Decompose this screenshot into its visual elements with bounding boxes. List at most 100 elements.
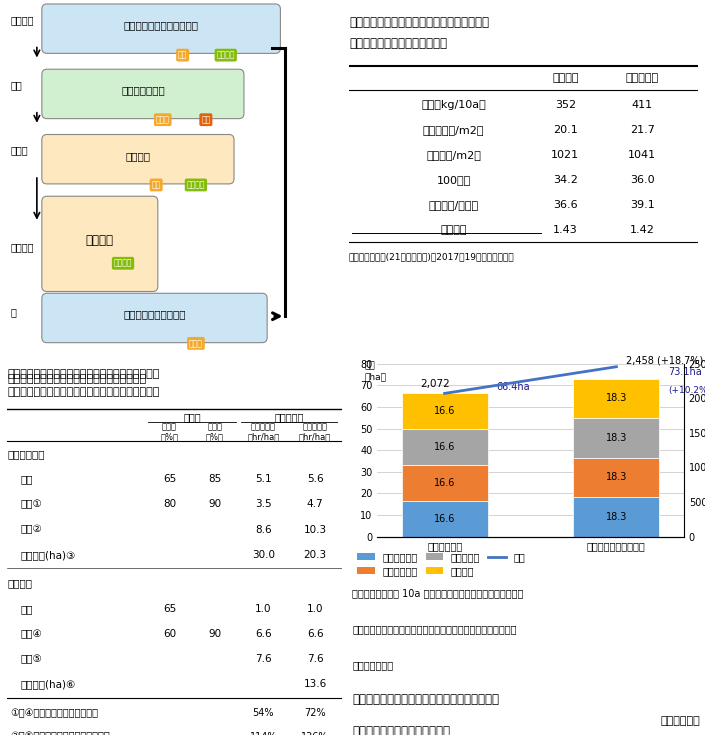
Text: 表２　前年整地および高低差マップを導入した作業: 表２ 前年整地および高低差マップを導入した作業 <box>7 369 159 379</box>
Bar <box>573 418 659 457</box>
Text: 4.7: 4.7 <box>307 499 324 509</box>
Text: 移植水稲: 移植水稲 <box>11 15 34 25</box>
Text: 収量および収量構成要素: 収量および収量構成要素 <box>349 37 447 51</box>
Text: 無代かき後栽培: 無代かき後栽培 <box>121 85 165 96</box>
Bar <box>402 393 488 429</box>
Text: 65: 65 <box>163 474 176 484</box>
Text: 18.3: 18.3 <box>606 512 627 522</box>
Text: 5.1: 5.1 <box>255 474 271 484</box>
Text: 6.6: 6.6 <box>255 629 271 639</box>
Text: 1.42: 1.42 <box>630 225 654 234</box>
Text: 36.0: 36.0 <box>630 175 654 184</box>
Text: 411: 411 <box>632 99 653 110</box>
Text: 総作業時間: 総作業時間 <box>274 412 304 422</box>
Text: 8.6: 8.6 <box>255 525 271 534</box>
Text: 個体数（数/m2）: 個体数（数/m2） <box>423 124 484 135</box>
Text: 注）実証経営体の 10a あたり生産費及び労働時間に基づき推: 注）実証経営体の 10a あたり生産費及び労働時間に基づき推 <box>352 589 524 598</box>
Text: 図２　要素技術の導入による４年４作水田輪作: 図２ 要素技術の導入による４年４作水田輪作 <box>352 693 500 706</box>
Text: 16.6: 16.6 <box>434 478 455 488</box>
Text: 超コスト: 超コスト <box>216 51 235 60</box>
Text: ②／⑤（一年間の整地作業時間比）: ②／⑤（一年間の整地作業時間比） <box>11 731 110 735</box>
Text: 10.3: 10.3 <box>304 525 326 534</box>
Text: 16.6: 16.6 <box>434 514 455 523</box>
FancyBboxPatch shape <box>42 4 281 54</box>
Text: 3.5: 3.5 <box>255 499 271 509</box>
Legend: 移植水稲面積, 乾直水稲面積, 秋小麦面積, 大豆面積, 所得: 移植水稲面積, 乾直水稲面積, 秋小麦面積, 大豆面積, 所得 <box>357 552 525 576</box>
Text: 体系と慣行体系の作業時間・負担面積の比較: 体系と慣行体系の作業時間・負担面積の比較 <box>7 387 159 398</box>
Text: (+10.2%): (+10.2%) <box>668 386 705 395</box>
Text: 表１　無代かき・代かき水稲栽培後の大豆の: 表１ 無代かき・代かき水稲栽培後の大豆の <box>349 16 489 29</box>
Text: 34.2: 34.2 <box>553 175 578 184</box>
Text: 136%: 136% <box>301 731 329 735</box>
Text: 面積
（ha）: 面積 （ha） <box>364 362 386 381</box>
Text: 均平度: 均平度 <box>183 412 201 422</box>
Text: 前年整地体系: 前年整地体系 <box>7 449 44 459</box>
Text: 2,458 (+18.7%): 2,458 (+18.7%) <box>625 355 703 365</box>
Text: 18.3: 18.3 <box>606 433 627 442</box>
Text: 114%: 114% <box>250 731 277 735</box>
Text: ①／④（春の整地作業時間比）: ①／④（春の整地作業時間比） <box>11 709 99 718</box>
Text: 無代かき後: 無代かき後 <box>625 73 658 83</box>
Text: 16.6: 16.6 <box>434 442 455 452</box>
Text: 13.6: 13.6 <box>304 679 326 689</box>
Text: 大豆: 大豆 <box>11 80 22 90</box>
Text: 慣行体系: 慣行体系 <box>7 578 32 589</box>
Bar <box>573 379 659 418</box>
Text: たものである。: たものである。 <box>352 660 393 670</box>
Text: 莢数（数/個体）: 莢数（数/個体） <box>429 200 479 209</box>
Text: 乾直水稲: 乾直水稲 <box>11 243 34 252</box>
Text: 352: 352 <box>555 99 576 110</box>
Text: 均平後
（%）: 均平後 （%） <box>206 422 223 441</box>
Text: 7.6: 7.6 <box>307 654 324 664</box>
Text: 39.1: 39.1 <box>630 200 654 209</box>
Text: 安定化: 安定化 <box>156 115 170 124</box>
Text: 均平前
（%）: 均平前 （%） <box>161 422 178 441</box>
Text: 90: 90 <box>208 629 221 639</box>
Text: 1021: 1021 <box>551 150 580 159</box>
Text: 66.4ha: 66.4ha <box>497 382 530 392</box>
Bar <box>573 457 659 497</box>
Text: 図１　４年４作空知型輪作体系とその要素技術: 図１ ４年４作空知型輪作体系とその要素技術 <box>7 374 146 384</box>
Text: 100粒重: 100粒重 <box>436 175 471 184</box>
Text: 85: 85 <box>208 474 221 484</box>
Text: 当年①: 当年① <box>20 499 42 509</box>
Text: 気象情報活用初期除草: 気象情報活用初期除草 <box>123 309 185 320</box>
Text: 大豆間作: 大豆間作 <box>125 151 150 161</box>
Text: 収量（kg/10a）: 収量（kg/10a） <box>422 99 486 110</box>
Text: 代かき後: 代かき後 <box>552 73 579 83</box>
Text: 合計⑤: 合計⑤ <box>20 654 42 664</box>
Text: 72%: 72% <box>305 709 326 718</box>
Text: 20.3: 20.3 <box>304 550 326 560</box>
Text: 粒数（数/m2）: 粒数（数/m2） <box>427 150 481 159</box>
Text: 60: 60 <box>163 629 176 639</box>
Text: 1.0: 1.0 <box>307 603 324 614</box>
Text: 73.1ha: 73.1ha <box>668 368 702 378</box>
FancyBboxPatch shape <box>42 135 234 184</box>
Text: 65: 65 <box>163 603 176 614</box>
Text: 1041: 1041 <box>628 150 656 159</box>
Text: の実施可能面積及び所得の変化: の実施可能面積及び所得の変化 <box>352 725 450 735</box>
Text: 計した。所得は粗収益から物財費、資本利子、地代を差し引い: 計した。所得は粗収益から物財費、資本利子、地代を差し引い <box>352 625 517 634</box>
Text: 安定化: 安定化 <box>189 339 203 348</box>
Text: 6.6: 6.6 <box>307 629 324 639</box>
Text: 5.6: 5.6 <box>307 474 324 484</box>
Text: 1.0: 1.0 <box>255 603 271 614</box>
Text: 省力: 省力 <box>178 51 188 60</box>
Text: 16.6: 16.6 <box>434 406 455 416</box>
Text: 多収: 多収 <box>201 115 211 124</box>
Bar <box>402 465 488 501</box>
Text: 前年: 前年 <box>20 474 33 484</box>
Text: 54%: 54% <box>252 709 274 718</box>
Text: 前年整地: 前年整地 <box>86 234 114 247</box>
Text: 20.1: 20.1 <box>553 124 577 135</box>
Bar <box>402 429 488 465</box>
Text: （中村卓司）: （中村卓司） <box>661 716 701 726</box>
Text: 前年: 前年 <box>20 603 33 614</box>
Text: 作業緩和: 作業緩和 <box>114 259 133 268</box>
Text: 80: 80 <box>163 499 176 509</box>
Text: マップ無し
（hr/ha）: マップ無し （hr/ha） <box>299 422 331 441</box>
Text: 省力: 省力 <box>152 181 161 190</box>
Text: 岩見沢現地圃場(21件の生産者)の2017～19年までの平均値: 岩見沢現地圃場(21件の生産者)の2017～19年までの平均値 <box>349 253 515 262</box>
Text: 負担面積(ha)③: 負担面積(ha)③ <box>20 550 75 560</box>
Text: 合計②: 合計② <box>20 525 42 534</box>
